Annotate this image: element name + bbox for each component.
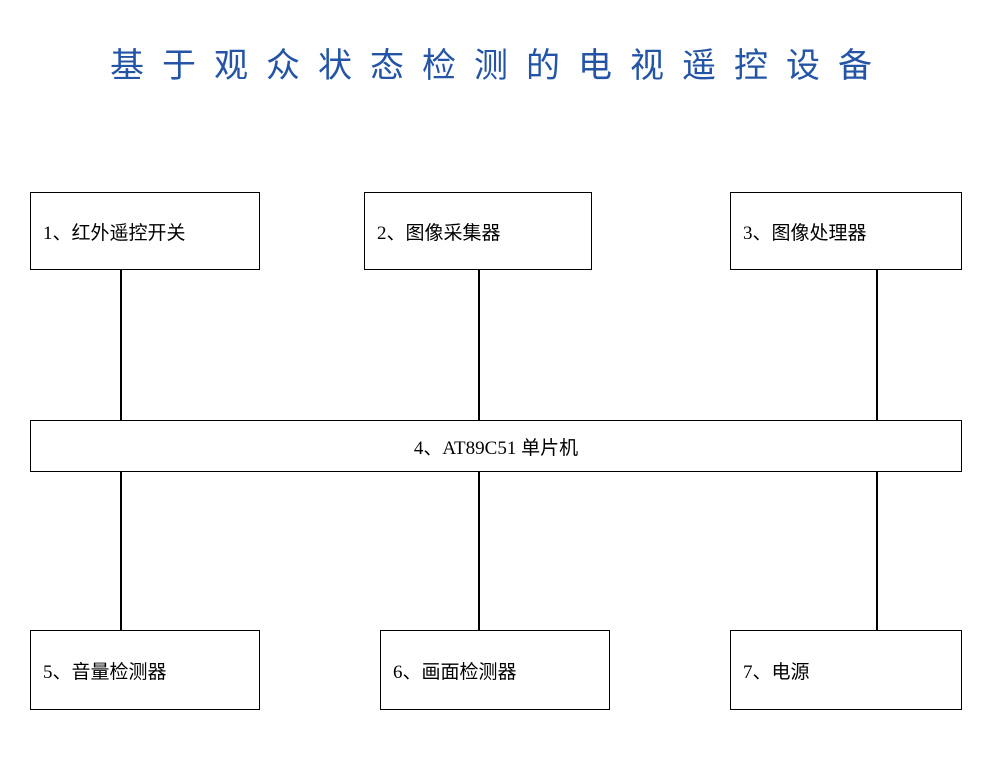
edge: [876, 472, 878, 630]
diagram-title: 基于观众状态检测的电视遥控设备: [0, 38, 1000, 87]
edge: [876, 270, 878, 420]
diagram-canvas: 基于观众状态检测的电视遥控设备 1、红外遥控开关 2、图像采集器 3、图像处理器…: [0, 0, 1000, 776]
node-mcu: 4、AT89C51 单片机: [30, 420, 962, 472]
node-label: 3、图像处理器: [743, 218, 867, 245]
node-image-collector: 2、图像采集器: [364, 192, 592, 270]
edge: [120, 472, 122, 630]
node-label: 6、画面检测器: [393, 657, 517, 684]
node-volume-detector: 5、音量检测器: [30, 630, 260, 710]
node-image-processor: 3、图像处理器: [730, 192, 962, 270]
node-label: 1、红外遥控开关: [43, 218, 186, 245]
node-label: 2、图像采集器: [377, 218, 501, 245]
node-label: 5、音量检测器: [43, 657, 167, 684]
node-screen-detector: 6、画面检测器: [380, 630, 610, 710]
node-label: 7、电源: [743, 657, 810, 684]
node-power: 7、电源: [730, 630, 962, 710]
edge: [478, 472, 480, 630]
node-label: 4、AT89C51 单片机: [414, 433, 578, 460]
edge: [478, 270, 480, 420]
node-ir-switch: 1、红外遥控开关: [30, 192, 260, 270]
edge: [120, 270, 122, 420]
